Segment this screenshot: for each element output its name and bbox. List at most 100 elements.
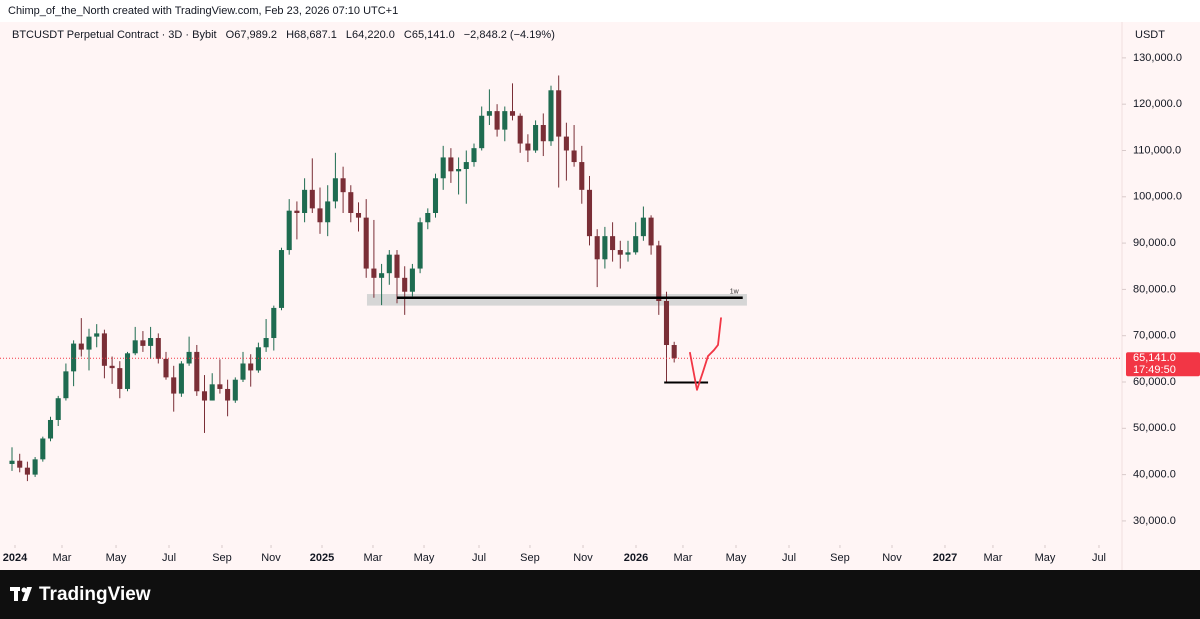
candle-body xyxy=(294,210,300,213)
candle-body xyxy=(332,178,338,202)
candle-body xyxy=(209,384,215,401)
candle-body xyxy=(163,358,169,378)
price-tag-value: 65,141.0 xyxy=(1133,352,1176,364)
x-tick-label: May xyxy=(1035,552,1056,564)
candle-body xyxy=(9,460,15,464)
candle-body xyxy=(371,268,377,278)
candle-body xyxy=(417,222,423,269)
candle-body xyxy=(302,189,308,213)
candle-body xyxy=(379,273,385,278)
candle-body xyxy=(548,90,554,142)
candle-body xyxy=(317,208,323,223)
x-tick-label: May xyxy=(726,552,747,564)
x-tick-label: 2024 xyxy=(3,552,28,564)
y-tick-label: 120,000.0 xyxy=(1133,98,1182,110)
candle-body xyxy=(94,333,100,337)
candle-body xyxy=(24,467,30,475)
candle-body xyxy=(610,236,616,251)
candle-body xyxy=(625,252,631,255)
candle-body xyxy=(55,398,61,420)
candle-body xyxy=(556,90,562,137)
candle-body xyxy=(517,115,523,144)
y-axis-label: USDT xyxy=(1135,29,1165,41)
candle-body xyxy=(633,236,639,253)
y-tick-label: 50,000.0 xyxy=(1133,422,1176,434)
candle-body xyxy=(263,338,269,348)
candle-body xyxy=(117,368,123,389)
candle-body xyxy=(278,250,285,308)
candle-body xyxy=(78,343,84,350)
candle-body xyxy=(63,371,69,399)
x-tick-label: Nov xyxy=(882,552,902,564)
brand-logo xyxy=(10,587,32,601)
legend-change: −2,848.2 (−4.19%) xyxy=(464,29,555,41)
x-tick-label: Mar xyxy=(53,552,72,564)
candle-body xyxy=(71,343,77,372)
y-tick-label: 130,000.0 xyxy=(1133,52,1182,64)
legend-open: O67,989.2 xyxy=(226,29,277,41)
legend-close: C65,141.0 xyxy=(404,29,455,41)
x-tick-label: Jul xyxy=(472,552,486,564)
candle-body xyxy=(240,363,246,380)
price-tag xyxy=(1126,352,1200,377)
x-tick-label: 2027 xyxy=(933,552,957,564)
candle-body xyxy=(571,150,577,163)
symbol-legend: BTCUSDT Perpetual Contract · 3D · Bybit … xyxy=(12,29,555,41)
x-tick-label: Jul xyxy=(1092,552,1106,564)
candle-body xyxy=(656,245,662,301)
x-tick-label: May xyxy=(414,552,435,564)
y-tick-label: 90,000.0 xyxy=(1133,237,1176,249)
candle-body xyxy=(109,365,115,369)
candle-body xyxy=(340,178,346,193)
candle-body xyxy=(579,162,585,190)
candle-body xyxy=(563,136,569,151)
y-tick-label: 30,000.0 xyxy=(1133,515,1176,527)
candle-body xyxy=(402,277,408,292)
x-tick-label: Jul xyxy=(162,552,176,564)
candle-body xyxy=(124,353,131,389)
candle-body xyxy=(479,115,485,149)
candle-body xyxy=(101,333,107,366)
candle-body xyxy=(201,391,208,401)
candle-body xyxy=(502,111,508,130)
candle-body xyxy=(440,157,446,179)
candle-body xyxy=(494,111,500,130)
candle-body xyxy=(40,438,46,460)
y-tick-label: 70,000.0 xyxy=(1133,330,1176,342)
candle-body xyxy=(155,338,161,359)
x-tick-label: Mar xyxy=(363,552,382,564)
candle-body xyxy=(671,345,677,359)
y-tick-label: 110,000.0 xyxy=(1133,144,1181,156)
candle-body xyxy=(617,250,623,255)
candle-layer xyxy=(9,75,677,482)
x-tick-label: 2025 xyxy=(310,552,334,564)
logo-part xyxy=(22,587,32,601)
candle-body xyxy=(171,377,177,394)
candle-body xyxy=(409,268,415,292)
price-tag-countdown: 17:49:50 xyxy=(1133,364,1176,376)
candle-body xyxy=(486,111,492,116)
footer-bar xyxy=(0,570,1200,619)
x-tick-label: Nov xyxy=(261,552,281,564)
header-bar xyxy=(0,0,1200,22)
symbol: BTCUSDT Perpetual Contract · 3D · Bybit xyxy=(12,29,217,41)
candle-body xyxy=(448,157,454,172)
candle-body xyxy=(286,210,292,251)
candle-body xyxy=(86,336,92,350)
x-tick-label: Nov xyxy=(573,552,593,564)
candle-body xyxy=(17,460,23,468)
price-zone xyxy=(366,294,747,306)
annotation-layer xyxy=(366,294,747,306)
candle-body xyxy=(225,388,231,401)
candle-body xyxy=(463,162,469,170)
candle-body xyxy=(194,351,200,392)
candle-body xyxy=(663,300,670,346)
candle-body xyxy=(525,143,531,151)
candle-body xyxy=(640,217,646,237)
brand-name: TradingView xyxy=(39,584,151,605)
logo-part xyxy=(14,587,18,601)
candle-body xyxy=(386,254,392,274)
candle-body xyxy=(471,148,477,163)
candle-body xyxy=(425,212,431,223)
candle-body xyxy=(456,169,462,172)
